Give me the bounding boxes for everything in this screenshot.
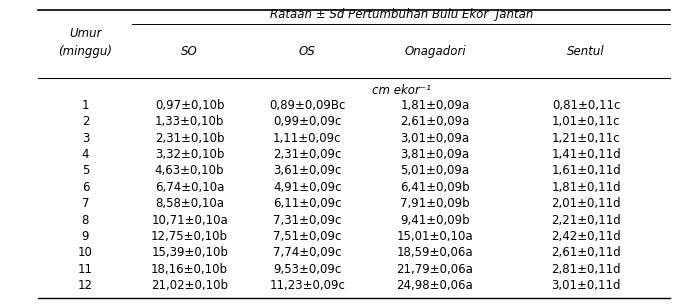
Text: 3,32±0,10b: 3,32±0,10b [155,148,224,161]
Text: 3: 3 [82,132,89,145]
Text: 2,61±0,11d: 2,61±0,11d [551,247,621,260]
Text: 0,97±0,10b: 0,97±0,10b [155,99,224,112]
Text: 1: 1 [82,99,89,112]
Text: 4: 4 [82,148,89,161]
Text: 6,74±0,10a: 6,74±0,10a [155,181,224,194]
Text: 18,59±0,06a: 18,59±0,06a [397,247,473,260]
Text: 2,42±0,11d: 2,42±0,11d [551,230,621,243]
Text: 21,02±0,10b: 21,02±0,10b [151,279,228,292]
Text: 8,58±0,10a: 8,58±0,10a [155,197,224,210]
Text: 21,79±0,06a: 21,79±0,06a [396,263,473,276]
Text: 24,98±0,06a: 24,98±0,06a [397,279,473,292]
Text: OS: OS [299,45,316,57]
Text: 7,74±0,09c: 7,74±0,09c [273,247,342,260]
Text: 11,23±0,09c: 11,23±0,09c [269,279,345,292]
Text: 2,31±0,10b: 2,31±0,10b [155,132,224,145]
Text: 9: 9 [82,230,89,243]
Text: 7: 7 [82,197,89,210]
Text: 6,11±0,09c: 6,11±0,09c [273,197,342,210]
Text: 3,81±0,09a: 3,81±0,09a [400,148,470,161]
Text: cm ekor⁻¹: cm ekor⁻¹ [372,84,431,97]
Text: 9,53±0,09c: 9,53±0,09c [273,263,342,276]
Text: Sentul: Sentul [568,45,605,57]
Text: 6: 6 [82,181,89,194]
Text: 11: 11 [78,263,93,276]
Text: 1,21±0,11c: 1,21±0,11c [552,132,620,145]
Text: 0,81±0,11c: 0,81±0,11c [552,99,620,112]
Text: SO: SO [181,45,198,57]
Text: 15,01±0,10a: 15,01±0,10a [397,230,473,243]
Text: 9,41±0,09b: 9,41±0,09b [400,214,470,227]
Text: Umur: Umur [69,26,102,40]
Text: Onagadori: Onagadori [404,45,466,57]
Text: 5: 5 [82,164,89,178]
Text: 6,41±0,09b: 6,41±0,09b [400,181,470,194]
Text: 2,31±0,09c: 2,31±0,09c [273,148,342,161]
Text: 8: 8 [82,214,89,227]
Text: 0,89±0,09Bc: 0,89±0,09Bc [269,99,346,112]
Text: (minggu): (minggu) [59,45,113,57]
Text: 2,21±0,11d: 2,21±0,11d [551,214,621,227]
Text: 7,51±0,09c: 7,51±0,09c [273,230,342,243]
Text: Rataan ± Sd Pertumbuhan Bulu Ekor  Jantan: Rataan ± Sd Pertumbuhan Bulu Ekor Jantan [270,8,533,21]
Text: 12,75±0,10b: 12,75±0,10b [151,230,228,243]
Text: 1,33±0,10b: 1,33±0,10b [155,115,224,128]
Text: 7,91±0,09b: 7,91±0,09b [400,197,470,210]
Text: 7,31±0,09c: 7,31±0,09c [273,214,342,227]
Text: 2,61±0,09a: 2,61±0,09a [400,115,470,128]
Text: 1,41±0,11d: 1,41±0,11d [551,148,621,161]
Text: 18,16±0,10b: 18,16±0,10b [151,263,228,276]
Text: 1,81±0,09a: 1,81±0,09a [400,99,470,112]
Text: 1,01±0,11c: 1,01±0,11c [552,115,620,128]
Text: 15,39±0,10b: 15,39±0,10b [151,247,228,260]
Text: 10,71±0,10a: 10,71±0,10a [151,214,228,227]
Text: 5,01±0,09a: 5,01±0,09a [400,164,470,178]
Text: 3,61±0,09c: 3,61±0,09c [273,164,342,178]
Text: 1,81±0,11d: 1,81±0,11d [551,181,621,194]
Text: 12: 12 [78,279,93,292]
Text: 0,99±0,09c: 0,99±0,09c [273,115,342,128]
Text: 1,61±0,11d: 1,61±0,11d [551,164,621,178]
Text: 3,01±0,09a: 3,01±0,09a [400,132,470,145]
Text: 4,91±0,09c: 4,91±0,09c [273,181,342,194]
Text: 2: 2 [82,115,89,128]
Text: 4,63±0,10b: 4,63±0,10b [155,164,224,178]
Text: 2,81±0,11d: 2,81±0,11d [551,263,621,276]
Text: 3,01±0,11d: 3,01±0,11d [551,279,621,292]
Text: 10: 10 [78,247,93,260]
Text: 1,11±0,09c: 1,11±0,09c [273,132,342,145]
Text: 2,01±0,11d: 2,01±0,11d [551,197,621,210]
